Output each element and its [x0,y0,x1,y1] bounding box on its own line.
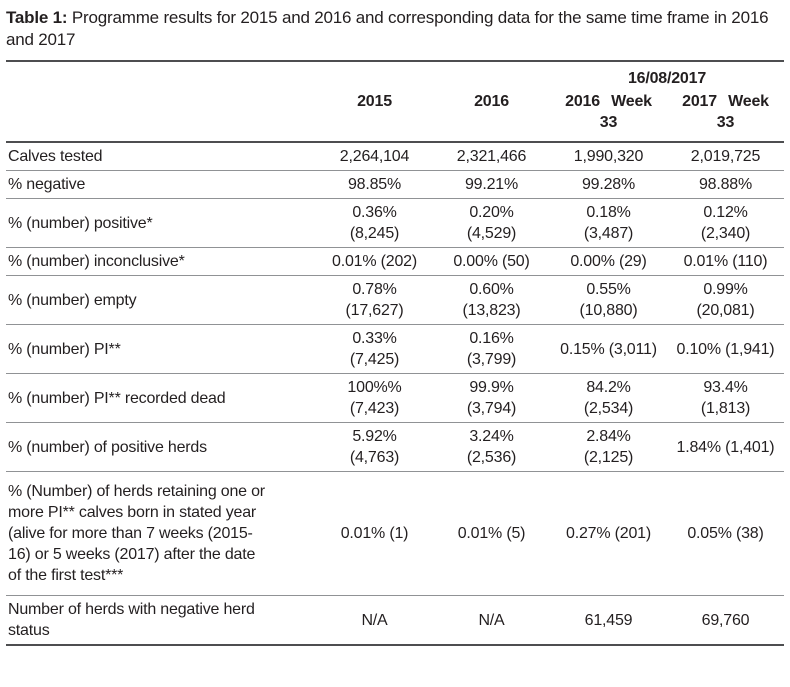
table-row: % negative 98.85% 99.21% 99.28% 98.88% [6,171,784,199]
cell: 0.36% (8,245) [349,204,400,242]
cell: 0.18% (3,487) [583,204,634,242]
cell: 99.28% [581,176,636,193]
row-label: % negative [8,176,86,193]
cell: 1.84% (1,401) [676,438,775,456]
table-row: % (number) positive* 0.36% (8,245) 0.20%… [6,199,784,248]
cell: 0.60% (13,823) [462,281,521,319]
table-row: % (number) inconclusive* 0.01% (202) 0.0… [6,248,784,276]
cell: 3.24% (2,536) [466,428,517,466]
cell: 0.16% (3,799) [466,330,517,368]
row-label: % (number) PI** recorded dead [8,389,226,407]
cell: N/A [478,611,505,629]
cell: 0.10% (1,941) [676,340,775,358]
row-label: % (number) PI** [8,340,121,358]
cell: 0.33% (7,425) [349,330,400,368]
cell: 0.78% (17,627) [345,281,404,319]
cell: 100%% (7,423) [347,379,402,417]
col-header-2016: 2016 [474,93,509,110]
column-header-row: 2015 2016 2016 Week 33 2017 Week 33 [6,91,784,142]
table-row: % (Number) of herds retaining one or mor… [6,472,784,596]
empty-header-cell [316,61,433,91]
table-caption-text: Programme results for 2015 and 2016 and … [6,8,769,49]
cell: 0.55% (10,880) [579,281,638,319]
table-caption: Table 1: Programme results for 2015 and … [6,7,784,51]
cell: 99.21% [464,176,519,193]
row-label: Calves tested [8,148,103,165]
col-header-2015: 2015 [357,93,392,110]
col-header-2016-week-33: 2016 Week 33 [565,93,652,131]
table-row: Calves tested 2,264,104 2,321,466 1,990,… [6,142,784,171]
cell: 0.12% (2,340) [700,204,751,242]
date-header-row: 16/08/2017 [6,61,784,91]
cell: 69,760 [701,611,750,629]
cell: 0.00% (50) [453,253,530,270]
cell: 98.88% [698,176,753,193]
cell: 0.01% (5) [457,525,526,542]
cell: 5.92% (4,763) [349,428,400,466]
cell: 2,321,466 [456,148,527,165]
cell: 0.27% (201) [566,525,651,542]
cell: 93.4% (1,813) [700,379,751,417]
cell: 2.84% (2,125) [583,428,634,466]
cell: 0.20% (4,529) [466,204,517,242]
col-header-2017-week-33: 2017 Week 33 [682,93,769,131]
table-caption-label: Table 1: [6,8,68,27]
table-row: % (number) PI** recorded dead 100%% (7,4… [6,374,784,423]
table-row: % (number) PI** 0.33% (7,425) 0.16% (3,7… [6,325,784,374]
cell: 0.99% (20,081) [696,281,755,319]
empty-header-cell [6,61,316,91]
cell: 1,990,320 [573,148,644,165]
cell: 0.00% (29) [570,253,647,270]
cell: 0.05% (38) [687,525,764,542]
row-label: % (number) of positive herds [8,438,207,456]
row-label: % (number) empty [8,291,137,309]
cell: 0.01% (1) [340,525,409,542]
table-row: Number of herds with negative herd statu… [6,596,784,646]
cell: 0.01% (110) [683,253,768,270]
results-table: 16/08/2017 2015 2016 2016 Week 33 2017 W… [6,60,784,646]
row-label: % (number) inconclusive* [8,253,185,270]
cell: 0.01% (202) [332,253,417,270]
cell: 2,264,104 [339,148,410,165]
cell: N/A [361,611,388,629]
date-header: 16/08/2017 [627,70,707,87]
table-header: 16/08/2017 2015 2016 2016 Week 33 2017 W… [6,61,784,142]
row-label: % (number) positive* [8,214,153,232]
table-row: % (number) empty 0.78% (17,627) 0.60% (1… [6,276,784,325]
cell: 0.15% (3,011) [560,340,657,358]
table-body: Calves tested 2,264,104 2,321,466 1,990,… [6,142,784,645]
cell: 98.85% [347,176,402,193]
cell: 2,019,725 [690,148,761,165]
cell: 99.9% (3,794) [466,379,517,417]
empty-header-cell [433,61,550,91]
table-row: % (number) of positive herds 5.92% (4,76… [6,423,784,472]
empty-header-cell [6,91,316,142]
cell: 61,459 [584,611,633,629]
row-label: Number of herds with negative herd statu… [8,601,255,639]
row-label: % (Number) of herds retaining one or mor… [8,483,265,584]
cell: 84.2% (2,534) [583,379,634,417]
